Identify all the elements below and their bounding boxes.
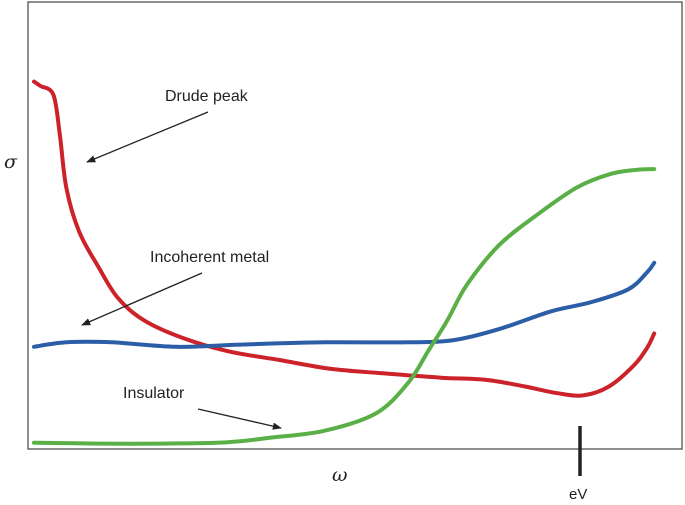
- series-layer: [32, 79, 657, 446]
- plot-frame: [27, 1, 683, 450]
- insulator-arrow: [197, 408, 282, 430]
- x-axis-label: ω: [332, 464, 348, 486]
- insulator-label: Insulator: [123, 385, 185, 402]
- drude-peak-arrow: [86, 111, 209, 163]
- ev-tick-label: eV: [569, 486, 587, 503]
- incoherent-metal-curve: [32, 260, 657, 349]
- y-axis-label: σ: [4, 151, 18, 173]
- drude-peak-label: Drude peak: [165, 88, 249, 105]
- incoherent-metal-arrow: [81, 272, 203, 326]
- incoherent-metal-label: Incoherent metal: [150, 249, 269, 266]
- drude-curve: [32, 79, 657, 398]
- insulator-curve: [32, 167, 657, 446]
